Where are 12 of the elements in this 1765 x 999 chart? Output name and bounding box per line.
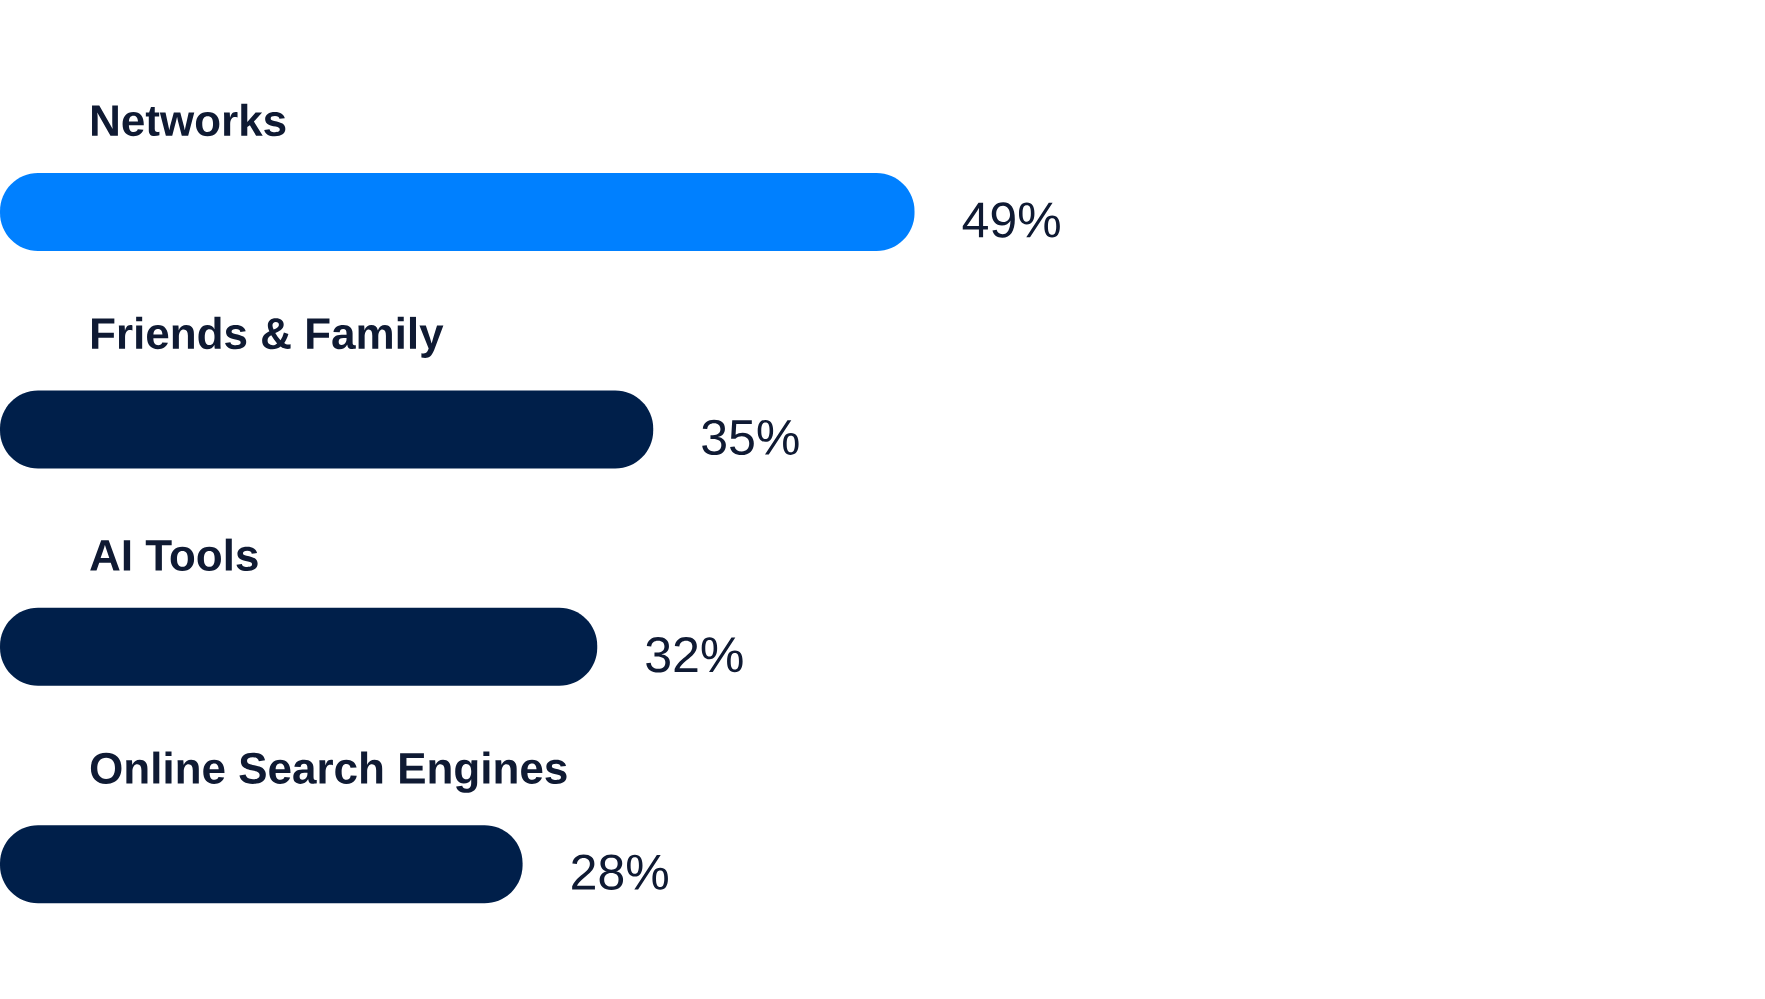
data-label: 49% bbox=[962, 202, 1060, 238]
data-label: 35% bbox=[702, 419, 799, 456]
y-tick-label: Networks bbox=[92, 103, 286, 137]
y-tick-label: Online Search Engines bbox=[90, 751, 567, 793]
bar bbox=[0, 825, 523, 904]
bar bbox=[0, 390, 654, 469]
y-tick-label: AI Tools bbox=[90, 538, 258, 571]
y-tick-label: Friends & Family bbox=[92, 316, 444, 358]
bar bbox=[0, 607, 598, 686]
data-label: 28% bbox=[572, 854, 668, 890]
data-label: 32% bbox=[646, 637, 743, 673]
bar bbox=[0, 172, 915, 251]
